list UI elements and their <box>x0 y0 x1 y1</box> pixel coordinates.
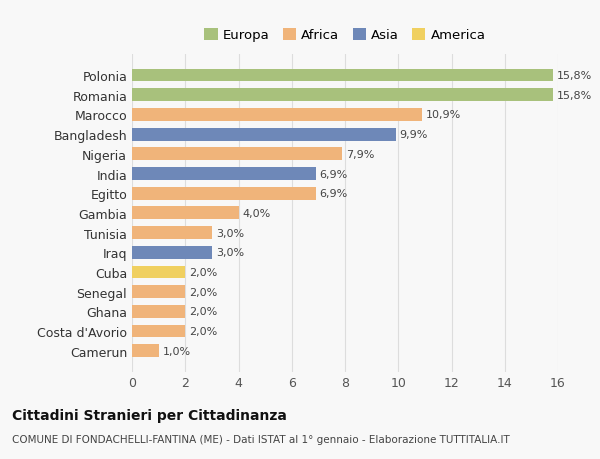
Text: 15,8%: 15,8% <box>557 71 592 81</box>
Bar <box>132 305 185 318</box>
Text: 9,9%: 9,9% <box>400 130 428 140</box>
Text: 3,0%: 3,0% <box>216 248 244 258</box>
Bar <box>132 246 212 259</box>
Text: 4,0%: 4,0% <box>242 208 271 218</box>
Bar <box>132 168 316 180</box>
Text: COMUNE DI FONDACHELLI-FANTINA (ME) - Dati ISTAT al 1° gennaio - Elaborazione TUT: COMUNE DI FONDACHELLI-FANTINA (ME) - Dat… <box>12 434 510 444</box>
Bar <box>132 109 422 122</box>
Text: 1,0%: 1,0% <box>163 346 191 356</box>
Bar <box>132 285 185 298</box>
Bar <box>132 129 395 141</box>
Bar <box>132 207 239 220</box>
Text: 10,9%: 10,9% <box>426 110 461 120</box>
Bar <box>132 345 158 358</box>
Text: 7,9%: 7,9% <box>346 150 375 159</box>
Text: 2,0%: 2,0% <box>189 326 217 336</box>
Bar <box>132 69 553 82</box>
Text: Cittadini Stranieri per Cittadinanza: Cittadini Stranieri per Cittadinanza <box>12 409 287 422</box>
Text: 6,9%: 6,9% <box>320 169 348 179</box>
Bar <box>132 325 185 338</box>
Bar <box>132 227 212 240</box>
Text: 6,9%: 6,9% <box>320 189 348 199</box>
Text: 15,8%: 15,8% <box>557 90 592 101</box>
Bar <box>132 266 185 279</box>
Text: 2,0%: 2,0% <box>189 268 217 277</box>
Legend: Europa, Africa, Asia, America: Europa, Africa, Asia, America <box>199 24 491 48</box>
Text: 2,0%: 2,0% <box>189 287 217 297</box>
Bar <box>132 89 553 102</box>
Text: 3,0%: 3,0% <box>216 228 244 238</box>
Text: 2,0%: 2,0% <box>189 307 217 317</box>
Bar <box>132 148 343 161</box>
Bar <box>132 187 316 200</box>
